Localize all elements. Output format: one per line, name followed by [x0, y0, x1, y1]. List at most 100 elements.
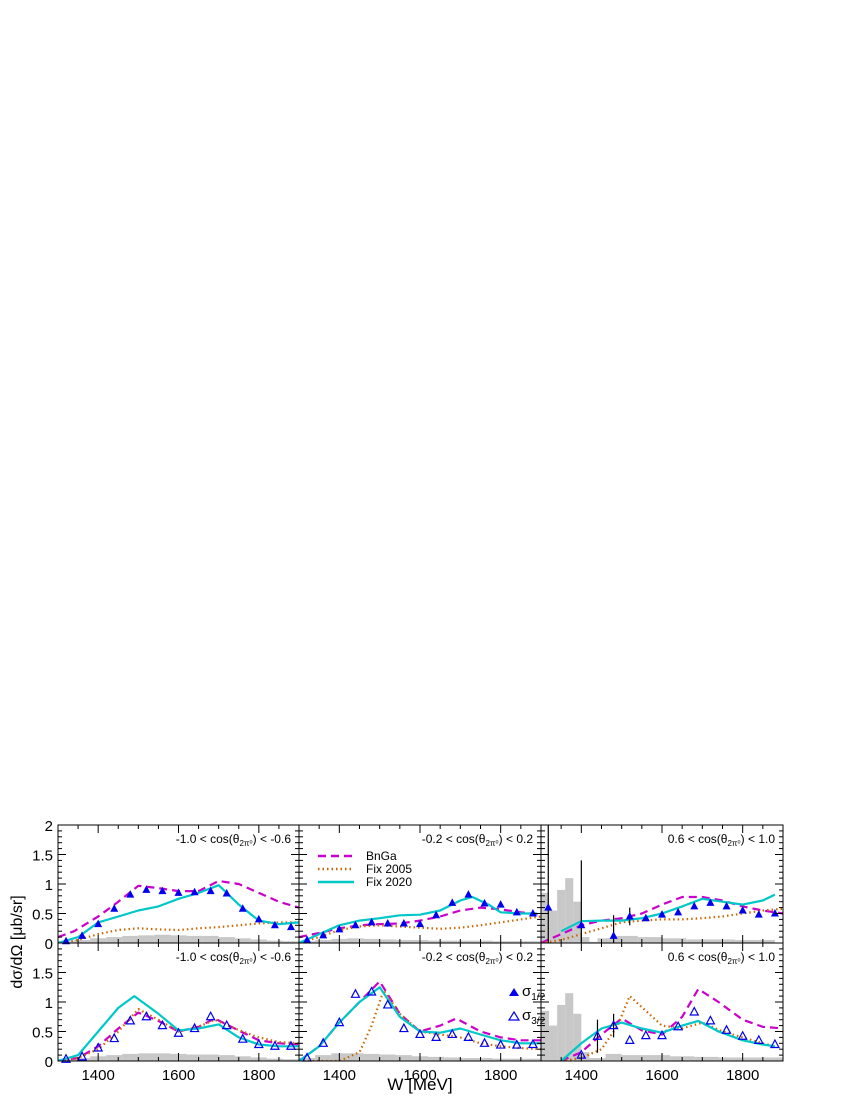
data-point — [77, 1051, 88, 1061]
data-point — [448, 898, 457, 906]
data-point — [511, 1039, 522, 1049]
histogram-bar — [299, 1058, 316, 1061]
data-point — [221, 1019, 232, 1030]
model-curves — [560, 987, 783, 1061]
legend-entry-sigma-3-2: σ3/2 — [507, 1007, 546, 1027]
data-point — [238, 904, 247, 912]
legend-entry-fix-2020: Fix 2020 — [318, 875, 412, 889]
data-point — [689, 1006, 700, 1016]
data-point — [657, 1029, 667, 1040]
data-point — [174, 888, 183, 896]
data-point — [463, 1031, 474, 1041]
data-point — [269, 1040, 280, 1050]
legend-marker-filled-triangle — [509, 988, 519, 996]
data-point — [640, 1029, 651, 1040]
histogram-bar — [154, 934, 171, 943]
data-point — [366, 986, 377, 996]
data-point — [432, 910, 441, 919]
panel-range-label: -1.0 < cos(θ2π⁰) < -0.6 — [176, 950, 292, 966]
histogram-bar — [138, 935, 155, 943]
x-tick-label: 1800 — [484, 1067, 517, 1084]
data-point — [189, 1022, 200, 1033]
histogram-bar — [718, 1057, 743, 1061]
histogram-bar — [202, 1054, 219, 1061]
histogram-bar — [106, 1055, 123, 1061]
data-point — [624, 1034, 635, 1044]
data-point — [126, 890, 135, 898]
data-point — [303, 935, 312, 944]
histogram-bar — [557, 1004, 566, 1061]
data-point — [285, 1040, 296, 1050]
histogram-bar — [379, 939, 396, 943]
histogram-bar — [605, 1053, 622, 1061]
histogram-bar — [154, 1053, 171, 1061]
legend-entry-fix-2005: Fix 2005 — [318, 862, 412, 876]
data-point — [78, 931, 87, 939]
y-tick-label: 0.5 — [32, 1025, 53, 1042]
data-point — [609, 931, 618, 939]
histogram-bar — [476, 1058, 493, 1061]
data-point — [721, 1024, 732, 1034]
x-axis-title: W [MeV] — [387, 1075, 452, 1094]
data-point — [658, 910, 666, 918]
legend-entry-sigma-1-2: σ1/2 — [509, 983, 546, 1003]
histogram-bar — [315, 940, 332, 943]
panel-5: 1400 1600 1800 -0.2 < cos(θ2π⁰) < 0.2 — [298, 942, 542, 1084]
data-point — [496, 900, 505, 908]
legend-entry-bnga: BnGa — [318, 849, 397, 863]
data-point — [399, 919, 408, 927]
data-point — [142, 885, 151, 893]
data-point — [109, 1032, 120, 1043]
data-point — [237, 1033, 248, 1043]
data-point — [527, 1038, 538, 1049]
data-point — [641, 913, 650, 922]
y-tick-label: 0 — [45, 1054, 53, 1071]
histogram-bar — [565, 878, 574, 943]
histogram-bar — [662, 938, 687, 943]
histogram-bar — [444, 1057, 461, 1061]
data-point — [253, 1038, 264, 1049]
data-point — [270, 920, 279, 929]
histogram-bar — [444, 940, 461, 943]
histogram-bar — [476, 940, 493, 943]
histogram-bar — [122, 1053, 139, 1061]
histogram-bar — [734, 940, 759, 943]
histogram-bar — [282, 941, 299, 943]
data-point — [592, 1030, 603, 1040]
data-point — [416, 919, 424, 928]
histogram-bar — [74, 940, 91, 943]
histogram-bar — [460, 1058, 477, 1061]
background-histogram — [541, 993, 783, 1061]
model-curves — [299, 980, 541, 1061]
histogram-bar — [766, 1057, 783, 1061]
data-point — [464, 890, 473, 898]
legend-marker-open-triangle — [507, 1010, 521, 1021]
x-tick-label: 1400 — [565, 1067, 598, 1084]
data-point — [398, 1022, 409, 1033]
x-tick-label: 1600 — [403, 1067, 436, 1084]
data-point — [351, 920, 360, 929]
histogram-bar — [186, 1054, 203, 1061]
data-point — [754, 910, 763, 918]
data-point — [125, 1015, 136, 1025]
data-point — [690, 901, 699, 910]
histogram-bar — [266, 940, 283, 943]
histogram-bar — [694, 1056, 719, 1061]
data-point — [608, 1019, 619, 1030]
histogram-bar — [508, 1058, 525, 1061]
histogram-bar — [186, 935, 203, 943]
histogram-bar — [363, 1053, 380, 1061]
data-point — [415, 1028, 425, 1039]
histogram-bar — [758, 940, 775, 943]
histogram-bar — [742, 1057, 767, 1061]
panel-3: 0.6 < cos(θ2π⁰) < 1.0 — [540, 824, 784, 944]
curve-fix-2020 — [299, 895, 537, 943]
data-point — [447, 1028, 458, 1039]
data-point — [495, 1039, 506, 1049]
histogram-bar — [395, 1055, 412, 1061]
data-point — [722, 901, 731, 910]
legend-label-fix-2020: Fix 2020 — [366, 875, 412, 889]
data-point — [350, 988, 361, 998]
data-point — [625, 911, 634, 920]
